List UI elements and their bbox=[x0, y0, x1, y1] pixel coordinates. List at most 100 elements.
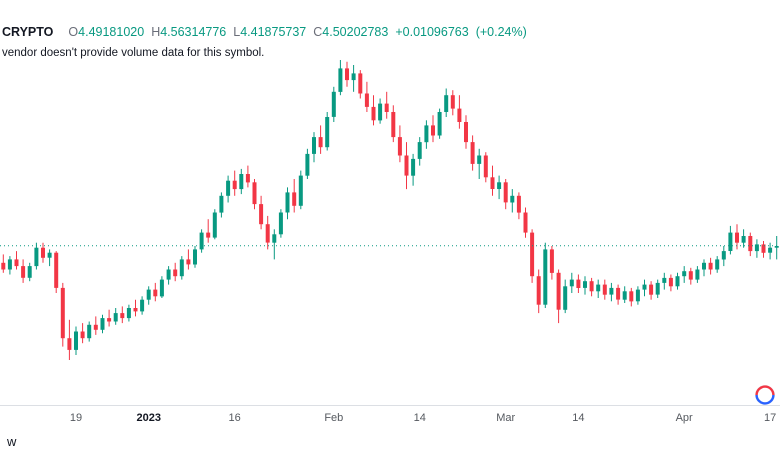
candle bbox=[741, 229, 746, 248]
candle bbox=[54, 251, 59, 293]
candle bbox=[397, 125, 402, 163]
time-tick: 19 bbox=[69, 412, 83, 424]
candle bbox=[232, 170, 237, 196]
candle bbox=[93, 316, 98, 335]
candle bbox=[199, 229, 204, 253]
ohlc-open-label: O bbox=[68, 25, 79, 39]
candle bbox=[576, 274, 581, 293]
candle bbox=[318, 125, 323, 154]
candle bbox=[629, 287, 634, 307]
candle bbox=[351, 65, 356, 92]
candle bbox=[14, 251, 19, 270]
candle bbox=[107, 309, 112, 327]
candle bbox=[74, 326, 78, 355]
candle bbox=[41, 242, 45, 263]
refresh-logo-button[interactable] bbox=[754, 384, 776, 406]
candle bbox=[371, 95, 376, 126]
candle bbox=[437, 108, 442, 139]
candle bbox=[120, 306, 125, 324]
candle bbox=[754, 239, 759, 258]
candle bbox=[616, 284, 621, 305]
legend: CRYPTO O4.49181020 H4.56314776 L4.41875737 C… bbox=[2, 25, 527, 59]
time-axis[interactable]: 19 2023 16 Feb 14 Mar 14 Apr 17 bbox=[0, 405, 780, 436]
candle bbox=[67, 319, 72, 360]
candle bbox=[292, 179, 297, 213]
change-percent: (+0.24%) bbox=[475, 25, 527, 39]
candle bbox=[490, 165, 495, 196]
candle bbox=[470, 135, 475, 171]
candle bbox=[477, 148, 482, 179]
refresh-logo-icon bbox=[755, 385, 775, 405]
candle bbox=[417, 137, 422, 166]
ohlc-legend: CRYPTO O4.49181020 H4.56314776 L4.41875737 C… bbox=[2, 25, 527, 39]
candle bbox=[384, 91, 389, 119]
candlestick-chart[interactable] bbox=[0, 0, 780, 405]
candle bbox=[239, 168, 244, 195]
candle bbox=[166, 266, 171, 285]
candle bbox=[212, 209, 217, 240]
candle bbox=[133, 299, 138, 317]
candle bbox=[424, 120, 429, 149]
time-tick: 14 bbox=[413, 412, 426, 424]
candle bbox=[80, 323, 85, 344]
candle bbox=[583, 276, 587, 295]
candle bbox=[688, 267, 693, 285]
candle bbox=[153, 282, 158, 302]
candle bbox=[126, 304, 131, 322]
ohlc-low-label: L bbox=[233, 25, 241, 39]
candle bbox=[193, 246, 197, 268]
candle bbox=[219, 192, 224, 218]
candle bbox=[431, 115, 435, 143]
candle bbox=[774, 236, 779, 260]
candle bbox=[569, 272, 574, 293]
candle bbox=[278, 209, 283, 238]
ohlc-close-value: 4.50202783 bbox=[322, 25, 389, 39]
candle bbox=[272, 229, 277, 260]
candle bbox=[642, 279, 647, 297]
candle bbox=[602, 279, 607, 300]
candle bbox=[312, 132, 316, 163]
candle bbox=[523, 207, 528, 238]
candle bbox=[728, 225, 733, 255]
candle bbox=[635, 286, 640, 305]
candle bbox=[27, 262, 32, 282]
candle bbox=[497, 175, 502, 200]
candle bbox=[444, 88, 449, 117]
candle bbox=[589, 277, 594, 297]
candle bbox=[146, 286, 151, 305]
candle bbox=[483, 152, 488, 183]
change-absolute: +0.01096763 bbox=[395, 25, 469, 39]
candle bbox=[179, 256, 184, 280]
candle bbox=[378, 98, 383, 124]
time-tick: Apr bbox=[675, 412, 693, 424]
candle bbox=[655, 279, 660, 298]
candle bbox=[113, 308, 118, 325]
time-tick: 14 bbox=[572, 412, 585, 424]
candle bbox=[556, 269, 561, 324]
candle bbox=[173, 262, 178, 282]
candle bbox=[530, 229, 535, 283]
candle bbox=[668, 274, 673, 292]
candle bbox=[411, 153, 416, 186]
ohlc-high-label: H bbox=[151, 25, 161, 39]
candle bbox=[708, 257, 713, 275]
ohlc-open-value: 4.49181020 bbox=[78, 25, 145, 39]
partial-toolbar-text: w bbox=[7, 434, 17, 449]
candle bbox=[510, 189, 515, 213]
candle bbox=[298, 170, 303, 210]
candle bbox=[206, 219, 211, 243]
candle bbox=[245, 165, 250, 188]
candle bbox=[140, 296, 145, 315]
candle bbox=[450, 90, 455, 116]
candle bbox=[7, 256, 12, 275]
candle bbox=[87, 321, 92, 342]
candle bbox=[305, 148, 310, 179]
symbol-name[interactable]: CRYPTO bbox=[2, 25, 54, 39]
volume-note: vendor doesn't provide volume data for t… bbox=[2, 47, 265, 59]
candle bbox=[391, 105, 396, 143]
candle bbox=[662, 272, 667, 290]
time-tick: 2023 bbox=[136, 412, 161, 424]
candle bbox=[47, 249, 52, 267]
candle bbox=[1, 254, 6, 273]
